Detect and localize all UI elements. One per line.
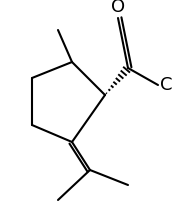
Text: Cl: Cl xyxy=(160,76,174,94)
Text: O: O xyxy=(111,0,125,16)
